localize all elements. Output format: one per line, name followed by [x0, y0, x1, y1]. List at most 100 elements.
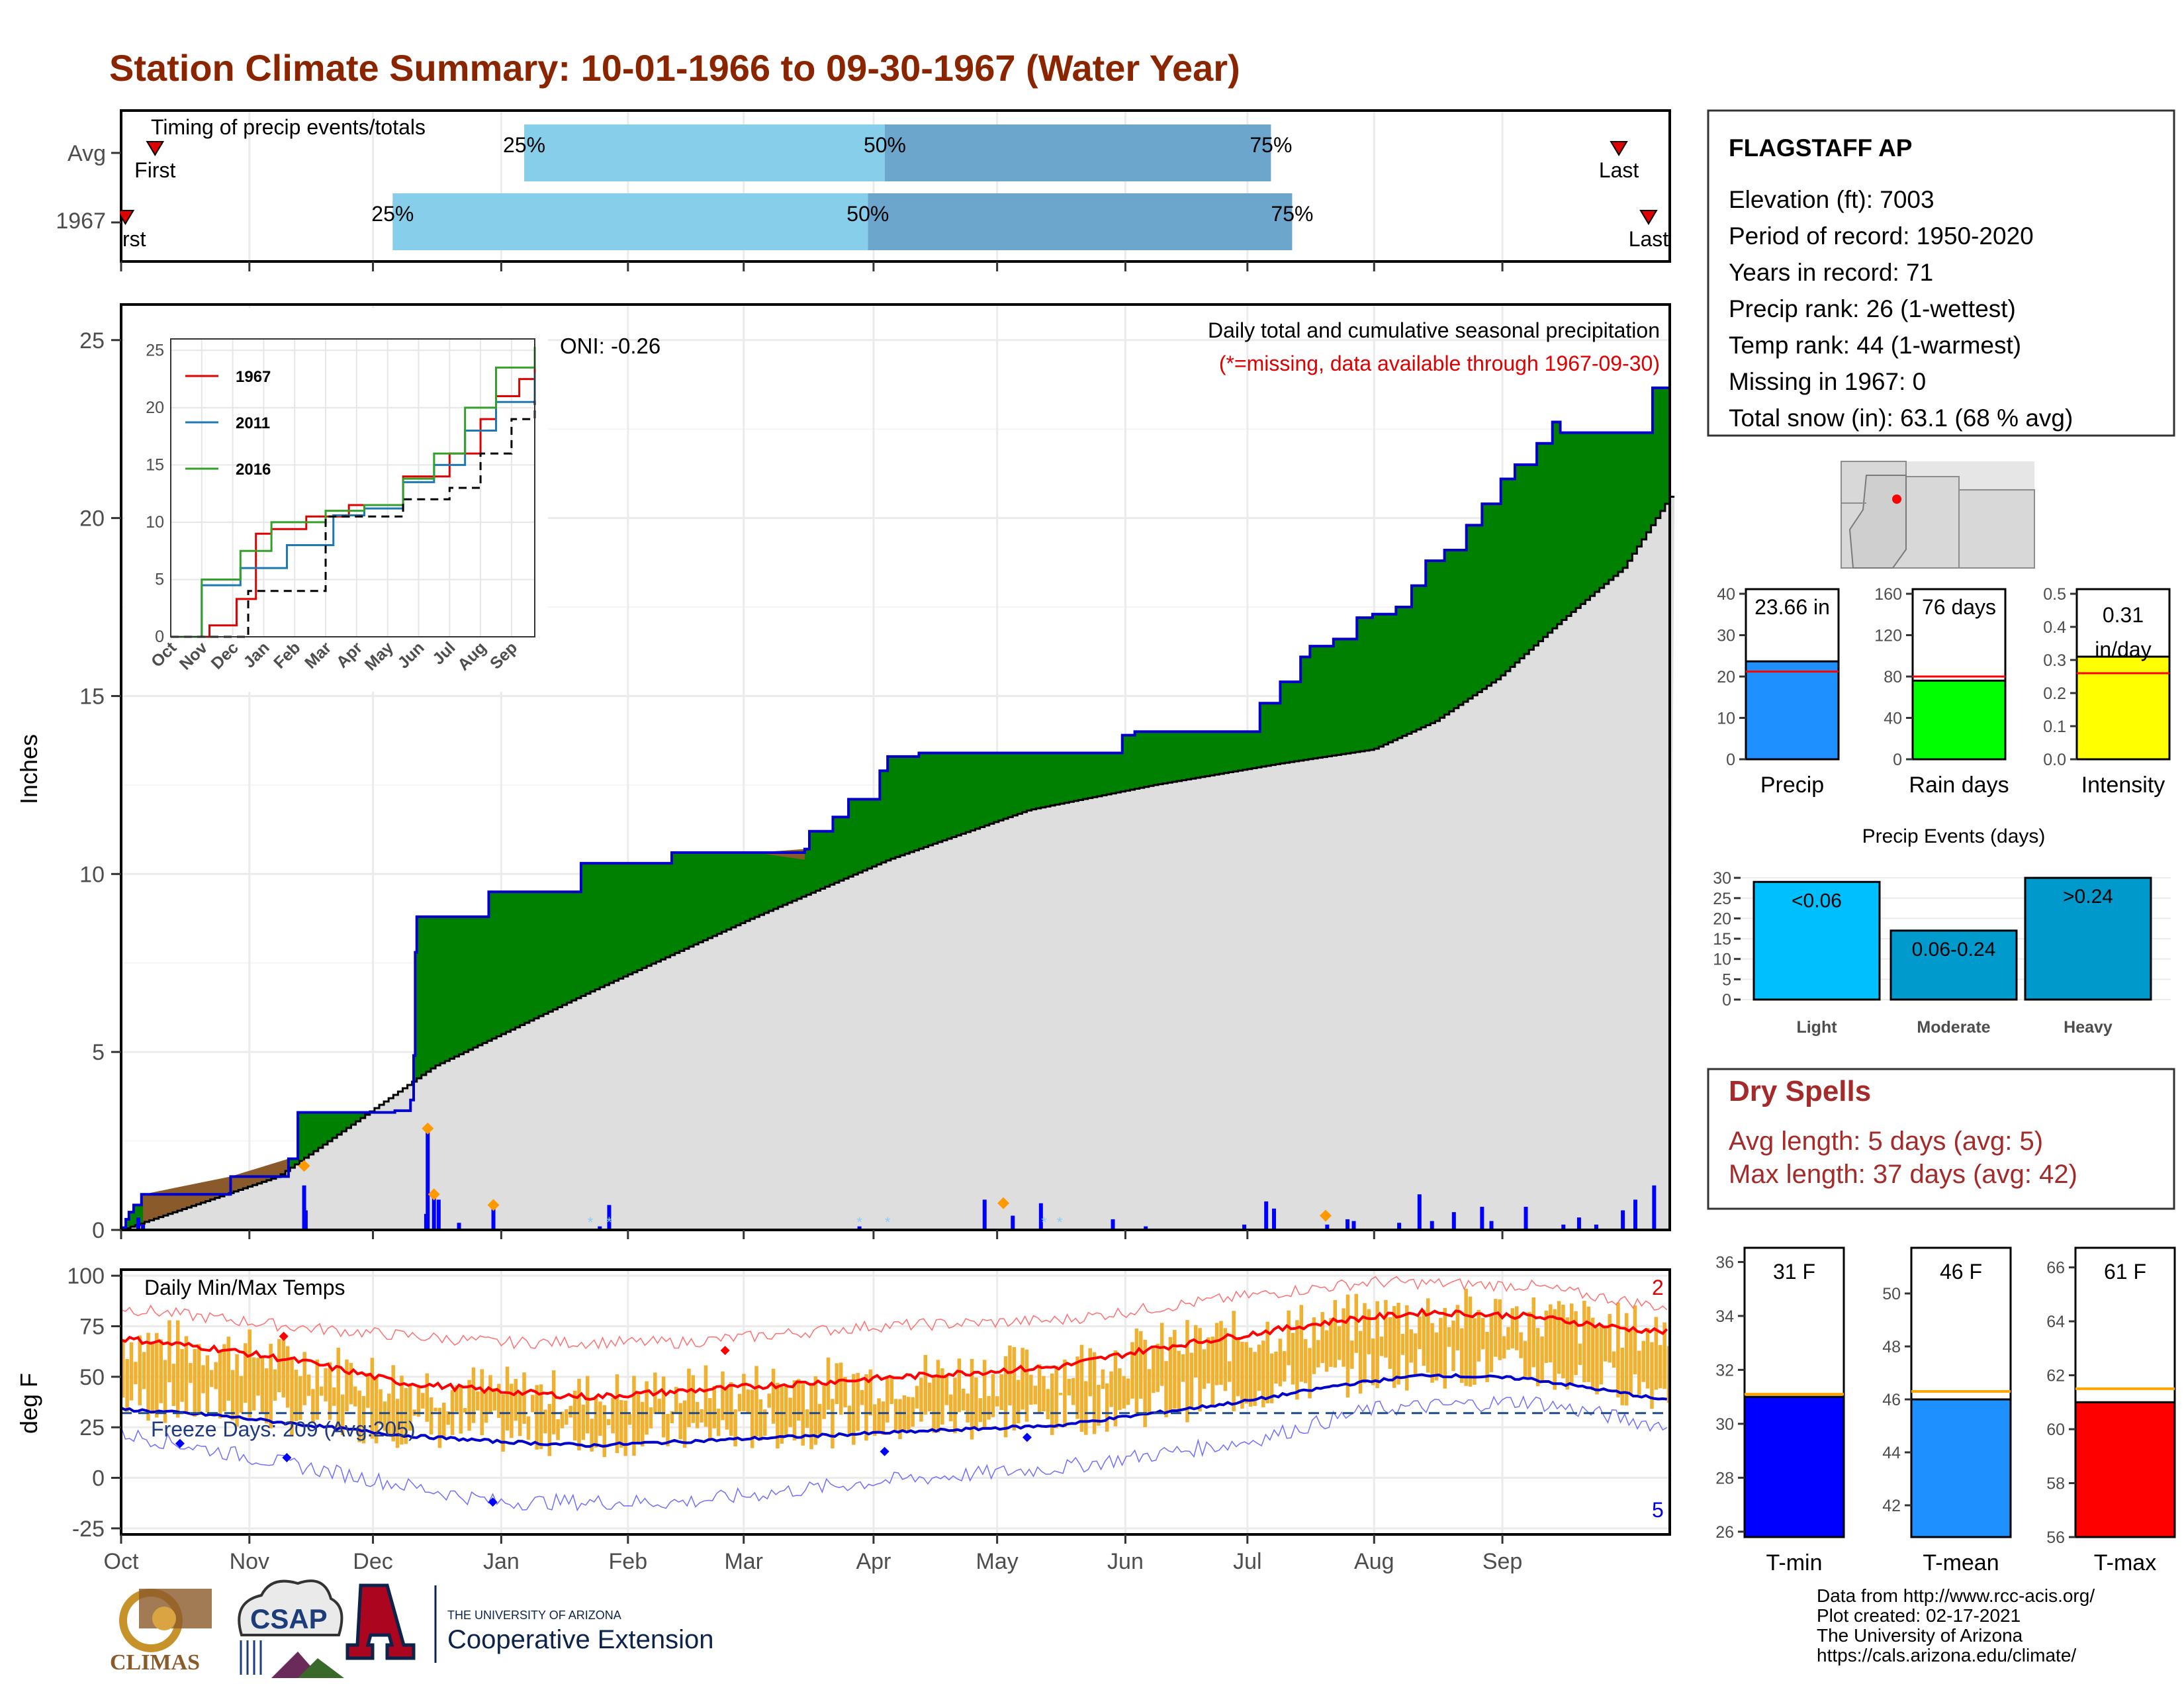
daily-temp-range-bar [716, 1408, 721, 1436]
daily-temp-range-bar [416, 1386, 421, 1417]
daily-temp-range-bar [864, 1374, 868, 1441]
events-y-tick-label: 15 [1713, 930, 1731, 949]
daily-temp-range-bar [374, 1377, 379, 1444]
temp-summary-y-tick-label: 46 [1882, 1391, 1901, 1409]
events-y-tick-label: 10 [1713, 951, 1731, 969]
dry-spells-title: Dry Spells [1729, 1075, 1871, 1107]
daily-temp-range-bar [357, 1390, 361, 1442]
daily-temp-range-bar [852, 1374, 856, 1445]
daily-temp-range-bar [383, 1401, 387, 1431]
daily-temp-range-bar [569, 1405, 572, 1418]
daily-temp-range-bar [1134, 1328, 1139, 1416]
daily-temp-range-bar [1363, 1303, 1367, 1383]
daily-temp-range-bar [1147, 1369, 1152, 1413]
record-low-marker [1022, 1432, 1032, 1442]
daily-precip-bar [1594, 1224, 1598, 1230]
daily-temp-range-bar [1629, 1330, 1633, 1395]
precip-y-tick-label: 25 [79, 328, 105, 353]
daily-temp-range-bar [1219, 1321, 1223, 1385]
daily-temp-range-bar [670, 1411, 674, 1423]
daily-temp-range-bar [1029, 1374, 1033, 1405]
summary-y-tick-label: 0.0 [2043, 751, 2066, 769]
temp-summary-y-tick-label: 28 [1715, 1469, 1734, 1487]
daily-temp-range-bar [1489, 1314, 1494, 1372]
daily-temp-range-bar [687, 1368, 691, 1427]
daily-temp-range-bar [645, 1381, 649, 1435]
temp-summary-bars: 31 F 26 28 30 32 34 36 T-min 46 F 42 44 46 48 50 T-mea… [1715, 1246, 2176, 1575]
timing-bar-q2 [524, 124, 885, 181]
daily-temp-range-bar [1400, 1333, 1405, 1355]
daily-temp-range-bar [1118, 1368, 1122, 1411]
daily-temp-range-bar [1299, 1305, 1304, 1382]
daily-temp-range-bar [721, 1371, 725, 1421]
daily-temp-range-bar [1418, 1317, 1422, 1350]
daily-temp-range-bar [1320, 1312, 1324, 1363]
freeze-days-label: Freeze Days: 209 (Avg:205) [151, 1417, 416, 1441]
daily-temp-range-bar [619, 1400, 623, 1448]
daily-temp-range-bar [189, 1362, 193, 1383]
daily-temp-range-bar [129, 1342, 134, 1401]
temp-y-tick-label: -25 [72, 1517, 105, 1542]
snow-flake-marker: * [856, 1214, 862, 1231]
timing-pct-label: 25% [371, 202, 414, 226]
daily-temp-range-bar [632, 1376, 636, 1456]
daily-precip-bar [598, 1226, 602, 1230]
daily-temp-range-bar [1088, 1348, 1092, 1397]
intensity-value-label: 0.31 [2103, 603, 2144, 627]
tmax-bar [2074, 1401, 2176, 1538]
temp-summary-y-tick-label: 32 [1715, 1361, 1734, 1380]
temp-y-tick-label: 100 [67, 1264, 105, 1289]
daily-temp-range-bar [1003, 1356, 1008, 1438]
daily-temp-range-bar [370, 1358, 375, 1439]
daily-temp-range-bar [1650, 1342, 1654, 1409]
snow-flake-marker: * [885, 1214, 891, 1231]
average-max-line [120, 1307, 1668, 1401]
timing-label: Timing of precip events/totals [151, 115, 426, 139]
daily-temp-range-bar [551, 1370, 556, 1434]
daily-temp-range-bar [1181, 1354, 1185, 1382]
daily-temp-range-bar [1662, 1322, 1666, 1389]
station-info-line: Precip rank: 26 (1-wettest) [1729, 295, 2016, 322]
intensity-value-unit: in/day [2095, 637, 2151, 661]
events-category-label: Light [1796, 1018, 1837, 1037]
daily-precip-bar [122, 1226, 126, 1230]
daily-temp-range-bar [1130, 1342, 1134, 1399]
daily-temp-range-bar [907, 1397, 911, 1431]
station-info-line: Years in record: 71 [1729, 259, 1933, 286]
daily-temp-range-bar [421, 1393, 425, 1409]
station-info-box: FLAGSTAFF AP Elevation (ft): 7003 Period … [1707, 109, 2175, 437]
events-category-label: Heavy [2064, 1018, 2113, 1037]
daily-temp-range-bar [602, 1405, 607, 1458]
events-bar-label: <0.06 [1792, 890, 1842, 912]
footer-credits: Data from http://www.rcc-acis.org/ Plot … [1817, 1585, 2095, 1665]
summary-y-tick-label: 0 [1726, 751, 1735, 769]
daily-temp-range-bar [1422, 1309, 1426, 1366]
first-event-marker [116, 210, 135, 225]
daily-precip-bar [1576, 1217, 1581, 1230]
daily-temp-range-bar [560, 1411, 565, 1429]
daily-temp-range-bar [886, 1378, 889, 1423]
precip-y-tick-label: 0 [92, 1218, 105, 1243]
daily-temp-range-bar [788, 1397, 792, 1427]
events-y-tick-label: 25 [1713, 890, 1731, 908]
daily-temp-range-bar [1569, 1303, 1574, 1385]
daily-temp-range-bar [281, 1336, 286, 1398]
average-cumulative-area [121, 496, 1675, 1231]
temp-y-axis-label: deg F [15, 1373, 42, 1434]
daily-temp-range-bar [1037, 1364, 1042, 1414]
daily-temp-range-bar [1198, 1328, 1202, 1412]
daily-temp-range-bar [134, 1362, 138, 1385]
daily-temp-range-bar [1265, 1321, 1269, 1403]
daily-temp-range-bar [594, 1397, 598, 1448]
timing-pct-label: 50% [846, 202, 889, 226]
timing-row-avg-label: Avg [68, 141, 106, 166]
daily-temp-range-bar [1535, 1328, 1540, 1387]
temp-summary-y-tick-label: 34 [1715, 1307, 1734, 1326]
daily-temp-range-bar [1248, 1347, 1253, 1407]
daily-temp-range-bar [953, 1378, 957, 1434]
daily-temp-range-bar [1236, 1337, 1240, 1397]
timing-pct-label: 25% [503, 133, 545, 157]
daily-temp-range-bar [708, 1398, 712, 1439]
daily-temp-range-bar [1413, 1333, 1418, 1376]
daily-temp-range-bar [919, 1378, 923, 1422]
